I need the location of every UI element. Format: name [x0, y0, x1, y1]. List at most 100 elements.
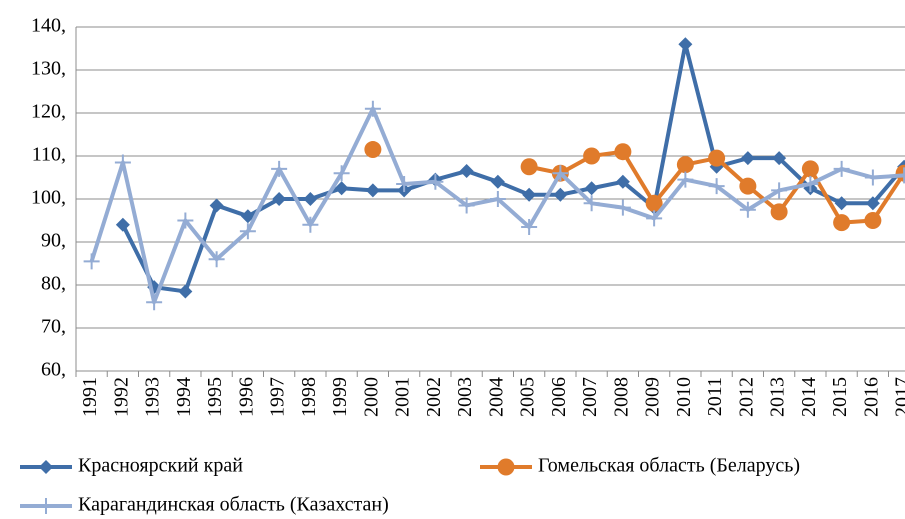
point [521, 218, 538, 235]
x-tick-label: 2002 [423, 377, 445, 417]
point [833, 214, 851, 232]
legend-marker [39, 460, 53, 474]
point [864, 169, 881, 186]
point [458, 197, 475, 214]
y-tick-label: 80, [41, 273, 66, 295]
y-tick-label: 130, [31, 58, 66, 80]
point [583, 195, 600, 212]
point [239, 223, 256, 240]
point [396, 175, 413, 192]
legend-marker [38, 498, 54, 514]
point [334, 181, 349, 196]
x-tick-label: 1991 [79, 377, 101, 417]
point [271, 160, 288, 177]
x-tick-label: 2012 [735, 377, 757, 417]
point [552, 165, 569, 182]
y-tick-label: 100, [31, 187, 66, 209]
point [676, 156, 694, 174]
x-tick-label: 2014 [798, 377, 820, 417]
x-tick-label: 2010 [673, 377, 695, 417]
x-tick-label: 2000 [360, 377, 382, 417]
series-line [121, 42, 905, 294]
point [520, 158, 538, 176]
point [645, 194, 663, 212]
point [739, 201, 756, 218]
x-tick-label: 2006 [548, 377, 570, 417]
legend-label: Карагандинская область (Казахстан) [78, 494, 389, 516]
point [115, 217, 130, 232]
x-tick-label: 2009 [642, 377, 664, 417]
point [864, 212, 882, 229]
point [833, 160, 850, 177]
point [114, 154, 131, 171]
point [489, 191, 506, 207]
x-tick-label: 2016 [860, 377, 882, 417]
x-tick-label: 2007 [579, 377, 601, 417]
y-tick-label: 90, [41, 230, 66, 252]
x-tick-label: 1992 [110, 377, 132, 417]
x-tick-label: 1999 [329, 377, 351, 417]
x-tick-label: 2005 [517, 377, 539, 417]
point [83, 253, 100, 270]
point [802, 175, 819, 192]
point [646, 210, 663, 227]
y-tick-label: 120, [31, 101, 66, 123]
x-tick-label: 2001 [392, 377, 414, 417]
x-tick-label: 1994 [173, 377, 195, 417]
x-tick-label: 1996 [235, 377, 257, 417]
point [614, 199, 631, 216]
y-tick-label: 110, [32, 144, 66, 166]
x-tick-label: 2008 [610, 377, 632, 417]
x-tick-label: 2004 [485, 377, 507, 417]
point [678, 37, 693, 52]
point [209, 198, 224, 213]
point [584, 181, 599, 196]
x-tick-label: 1998 [298, 377, 320, 417]
point [677, 171, 694, 188]
point [365, 183, 380, 198]
point [896, 167, 905, 184]
point [146, 294, 163, 311]
point [303, 192, 318, 206]
point [459, 164, 474, 179]
point [208, 251, 225, 268]
x-tick-label: 2017 [892, 377, 905, 417]
point [615, 174, 630, 189]
point [177, 212, 194, 229]
point [490, 174, 505, 189]
point [553, 187, 568, 202]
point [302, 216, 319, 233]
point [272, 192, 287, 206]
point [364, 100, 381, 117]
legend-label: Гомельская область (Беларусь) [538, 455, 800, 477]
y-tick-label: 140, [31, 15, 66, 37]
point [614, 143, 632, 161]
x-tick-label: 1993 [142, 377, 164, 417]
x-tick-label: 2013 [767, 377, 789, 417]
point [801, 160, 819, 178]
y-tick-label: 60, [41, 359, 66, 381]
point [178, 284, 193, 299]
y-tick-label: 70, [41, 316, 66, 338]
point [708, 178, 725, 195]
point [364, 141, 382, 159]
x-tick-label: 2003 [454, 377, 476, 417]
point [740, 151, 755, 166]
x-tick-label: 1995 [204, 377, 226, 417]
point [834, 196, 849, 211]
point [772, 151, 787, 166]
point [865, 196, 880, 211]
point [583, 147, 601, 165]
x-tick-label: 2015 [829, 377, 851, 417]
point [771, 182, 788, 199]
x-tick-label: 1997 [267, 377, 289, 417]
point [240, 209, 255, 224]
point [427, 173, 444, 190]
point [739, 177, 757, 195]
legend-marker [497, 458, 515, 476]
point [333, 165, 350, 182]
point [770, 203, 788, 221]
x-tick-label: 2011 [704, 377, 726, 416]
